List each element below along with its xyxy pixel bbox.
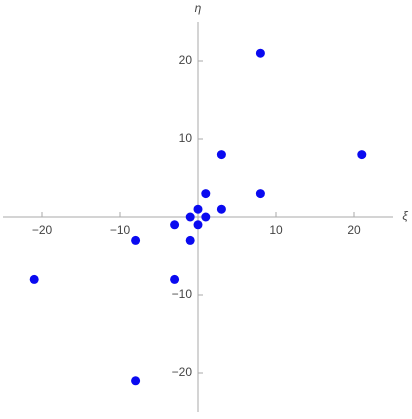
point [185, 212, 195, 222]
x-tick-label: −20 [32, 223, 53, 237]
x-axis-label: ξ [402, 209, 408, 223]
point [201, 212, 211, 222]
y-tick-label: −20 [172, 365, 193, 379]
y-axis-label: η [195, 1, 202, 15]
x-tick-label: 20 [347, 223, 361, 237]
point [201, 189, 211, 199]
point [185, 235, 195, 245]
point [216, 204, 226, 214]
x-tick-label: −10 [110, 223, 131, 237]
point [29, 274, 39, 284]
point [216, 150, 226, 160]
point [131, 235, 141, 245]
point [193, 220, 203, 230]
y-tick-label: 10 [179, 131, 193, 145]
point [193, 204, 203, 214]
point [170, 220, 180, 230]
point [255, 189, 265, 199]
point [170, 274, 180, 284]
point [255, 48, 265, 58]
point [357, 150, 367, 160]
y-tick-label: 20 [179, 53, 193, 67]
y-tick-label: −10 [172, 287, 193, 301]
point [131, 376, 141, 386]
x-tick-label: 10 [269, 223, 283, 237]
